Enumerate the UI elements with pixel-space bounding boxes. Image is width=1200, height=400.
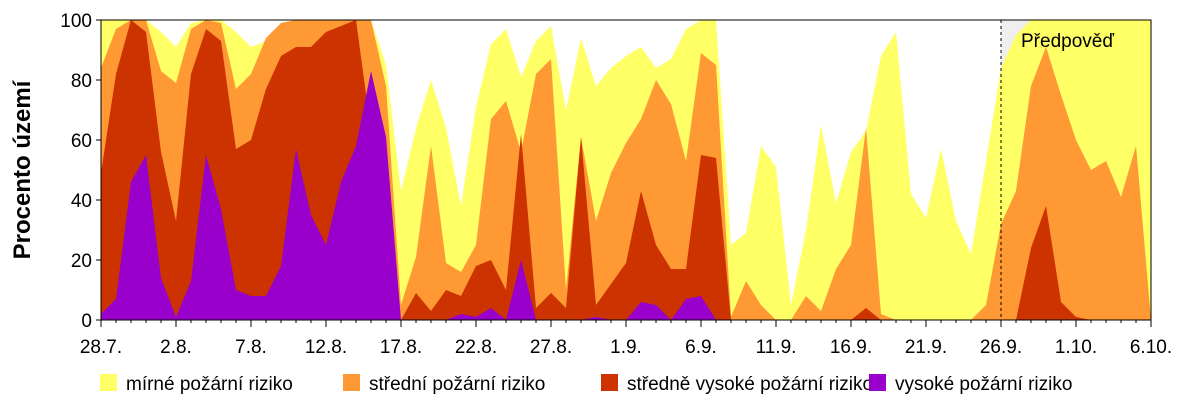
x-tick-label: 2.8. xyxy=(160,337,192,358)
x-tick-label: 1.9. xyxy=(610,337,642,358)
y-tick-label: 40 xyxy=(71,191,92,212)
legend-swatch xyxy=(343,374,360,391)
y-tick-label: 60 xyxy=(71,131,92,152)
x-tick-label: 6.9. xyxy=(685,337,717,358)
legend-swatch xyxy=(869,374,886,391)
y-axis-title: Procento území xyxy=(9,79,36,259)
series-layer xyxy=(101,20,1151,320)
legend-label: vysoké požární riziko xyxy=(895,374,1072,395)
x-tick-label: 22.8. xyxy=(455,337,497,358)
y-tick-label: 80 xyxy=(71,71,92,92)
y-tick-label: 100 xyxy=(60,11,92,32)
x-tick-label: 6.10. xyxy=(1130,337,1172,358)
y-axis: 0 20 40 60 80 100 xyxy=(60,11,101,332)
x-axis: 28.7. 2.8. 7.8. 12.8. 17.8. 22.8. 27.8. 1.9. 6.9… xyxy=(80,320,1172,358)
legend: mírné požární riziko střední požární rizi… xyxy=(100,374,1072,395)
legend-label: mírné požární riziko xyxy=(126,374,293,395)
x-tick-label: 21.9. xyxy=(905,337,947,358)
forecast-label: Předpověď xyxy=(1021,31,1114,52)
x-tick-label: 16.9. xyxy=(830,337,872,358)
legend-swatch xyxy=(601,374,618,391)
x-tick-label: 11.9. xyxy=(756,337,797,358)
legend-label: střední požární riziko xyxy=(369,374,545,395)
x-tick-label: 1.10. xyxy=(1055,337,1097,358)
x-tick-label: 7.8. xyxy=(235,337,267,358)
x-tick-label: 12.8. xyxy=(305,337,347,358)
legend-label: středně vysoké požární riziko xyxy=(627,374,873,395)
x-tick-label: 17.8. xyxy=(380,337,422,358)
legend-swatch xyxy=(100,374,117,391)
y-tick-label: 0 xyxy=(81,311,92,332)
x-tick-label: 27.8. xyxy=(530,337,572,358)
x-tick-label: 28.7. xyxy=(80,337,122,358)
series-area-4 xyxy=(101,71,1151,320)
x-tick-label: 26.9. xyxy=(980,337,1022,358)
y-tick-label: 20 xyxy=(71,251,92,272)
